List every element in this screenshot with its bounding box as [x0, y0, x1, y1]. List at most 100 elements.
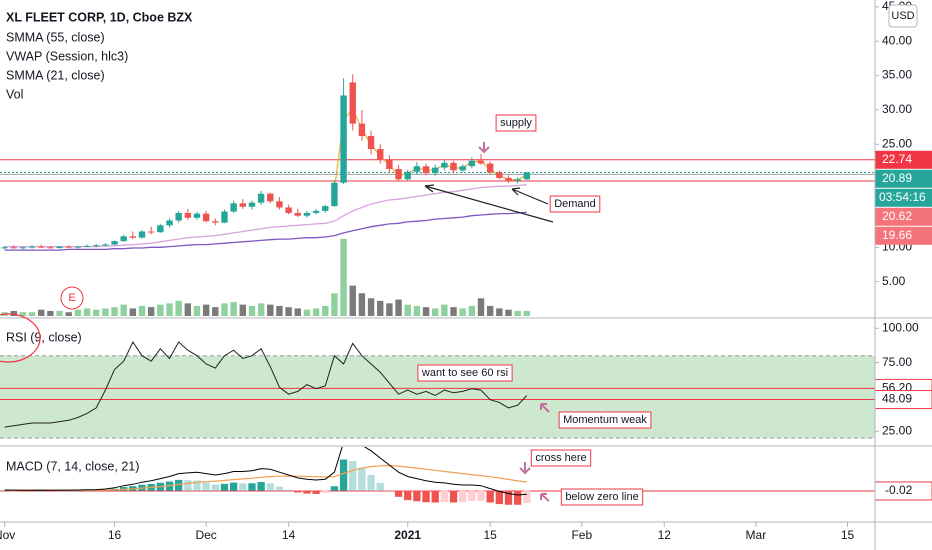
price-label: 20.62 [882, 209, 912, 223]
x-tick-label: 2021 [394, 528, 421, 542]
candle-body [83, 245, 91, 247]
candle-body [138, 231, 146, 238]
legend-entry: SMMA (21, close) [6, 68, 105, 82]
candle-body [47, 247, 54, 249]
candle-body [193, 213, 201, 218]
histogram-bar [504, 490, 513, 505]
candle-body [514, 179, 521, 181]
volume-bar [349, 285, 356, 316]
volume-bar [422, 307, 430, 316]
y-tick-label: 35.00 [882, 68, 912, 82]
price-label: 19.66 [882, 228, 912, 242]
candle-body [285, 207, 292, 213]
candle-body [340, 95, 347, 183]
volume-bar [450, 307, 457, 316]
countdown: 03:54:16 [879, 190, 926, 204]
candle-body [1, 247, 8, 249]
candle-body [422, 166, 430, 174]
histogram-bar [220, 483, 229, 491]
histogram-bar [65, 490, 73, 492]
histogram-bar [385, 490, 394, 491]
level-label: 48.09 [882, 392, 912, 406]
volume-bar [74, 309, 82, 316]
histogram-bar [440, 490, 449, 503]
volume-bar [377, 300, 384, 316]
annotation-box [560, 488, 644, 506]
histogram-bar [294, 490, 302, 493]
volume-bar [468, 305, 476, 316]
indicator-line [4, 184, 527, 248]
volume-bar [56, 310, 63, 316]
candle-body [221, 211, 228, 223]
histogram-bar [339, 459, 348, 491]
annotation-box [530, 449, 592, 467]
histogram-bar [211, 484, 219, 491]
annotation-text: below zero line [565, 491, 638, 503]
candle-body [102, 244, 109, 246]
candle-body [441, 162, 448, 168]
arrow [519, 462, 531, 475]
annotation-text: Demand [554, 198, 596, 210]
candle-body [202, 213, 210, 222]
histogram-bar [422, 490, 430, 503]
volume-bar [102, 308, 109, 316]
volume-bar [184, 303, 192, 316]
price-label: 20.89 [882, 171, 912, 185]
candle-body [312, 210, 320, 213]
volume-bar [340, 238, 347, 316]
histogram-bar [55, 490, 64, 492]
volume-bar [395, 299, 402, 316]
volume-bar [19, 312, 27, 316]
volume-bar [28, 312, 36, 316]
y-tick-label: 25.00 [882, 423, 912, 437]
histogram-bar [413, 490, 421, 502]
x-tick-label: Nov [0, 528, 15, 542]
arrow [540, 403, 550, 413]
candle-body [505, 177, 512, 181]
candle-body [10, 247, 17, 249]
candle-body [468, 160, 476, 167]
volume-bar [38, 309, 45, 316]
pane-title: MACD (7, 14, close, 21) [6, 459, 139, 473]
candle-body [322, 206, 329, 211]
candle-body [147, 231, 155, 233]
candle-body [166, 220, 173, 226]
currency-box[interactable] [888, 4, 918, 28]
candle-body [184, 212, 192, 218]
volume-bar [239, 304, 247, 316]
histogram-bar [229, 482, 238, 491]
y-tick-label: 100.00 [882, 320, 919, 334]
histogram-bar [175, 479, 183, 491]
candle-body [377, 149, 384, 160]
arrow [540, 493, 550, 502]
x-tick-label: 14 [282, 528, 296, 542]
x-tick-label: Mar [746, 528, 767, 542]
candle-body [523, 172, 531, 180]
histogram-bar [74, 490, 82, 492]
earnings-label: E [68, 292, 75, 304]
volume-bar [257, 303, 265, 316]
y-tick-label: 30.00 [882, 102, 912, 116]
pane [0, 447, 875, 505]
volume-bar [212, 307, 219, 316]
volume-bar [294, 308, 301, 316]
earnings-marker[interactable] [60, 286, 84, 310]
candle-body [129, 236, 137, 238]
volume-bar [514, 310, 521, 316]
annotation-text: Momentum weak [563, 414, 647, 426]
x-tick-label: Dec [195, 528, 216, 542]
histogram-bar [266, 483, 274, 491]
volume-bar [505, 309, 512, 316]
volume-bar [477, 298, 485, 316]
volume-bar [413, 305, 421, 316]
y-tick-label: 5.00 [882, 274, 906, 288]
candle-body [477, 160, 485, 164]
volume-bar [120, 304, 127, 316]
volume-bar [367, 298, 375, 316]
histogram-bar [404, 490, 412, 501]
volume-bar [459, 308, 466, 316]
volume-bar [175, 300, 182, 316]
candle-body [432, 167, 439, 174]
indicator-line [333, 108, 528, 190]
highlight-circle [0, 313, 41, 363]
